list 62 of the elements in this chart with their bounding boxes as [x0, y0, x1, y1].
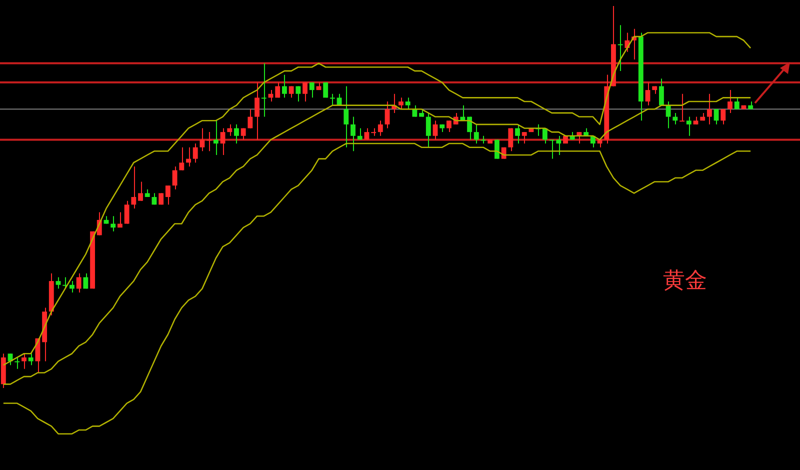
candlestick: [658, 78, 664, 106]
candlestick: [213, 120, 218, 156]
candlestick: [706, 93, 712, 125]
candlestick: [378, 120, 383, 136]
candlestick: [28, 353, 34, 366]
candlestick: [508, 128, 514, 152]
candlestick: [56, 276, 61, 290]
candlestick: [432, 120, 438, 140]
candlestick: [110, 216, 116, 232]
candlestick: [522, 132, 527, 144]
candlestick: [720, 108, 726, 125]
candlestick: [680, 93, 684, 122]
candlestick: [309, 82, 314, 98]
candlestick: [240, 128, 246, 140]
candlestick: [398, 97, 404, 110]
candlestick: [131, 166, 136, 209]
candlestick: [124, 200, 130, 224]
candlestick: [76, 272, 82, 293]
candlestick: [14, 356, 20, 370]
candlestick: [344, 86, 349, 148]
candlestick: [248, 108, 253, 129]
candlestick: [227, 124, 232, 136]
candlestick: [165, 185, 170, 206]
candlestick: [672, 112, 678, 125]
candlestick: [282, 74, 287, 98]
candlestick: [515, 124, 520, 144]
candlestick: [645, 82, 650, 106]
candlestick: [186, 146, 191, 167]
candlestick: [302, 82, 308, 102]
annotation: 黄金: [663, 268, 707, 294]
candlestick: [371, 128, 376, 136]
candlestick: [666, 101, 671, 129]
candlestick: [261, 62, 266, 118]
candlestick: [350, 116, 356, 152]
candlestick: [542, 128, 548, 144]
candlestick: [179, 146, 184, 171]
candlestick: [117, 212, 122, 228]
candlestick: [83, 272, 88, 290]
candlestick: [296, 86, 301, 102]
candlestick: [206, 132, 212, 152]
candlestick: [330, 93, 335, 106]
candlestick: [288, 86, 294, 98]
candlestick: [618, 24, 623, 72]
candlestick: [200, 128, 205, 152]
candlestick: [412, 104, 418, 118]
candlestick: [714, 108, 719, 125]
candlestick: [192, 143, 198, 164]
candlestick: [138, 181, 143, 202]
candlestick: [426, 112, 431, 148]
candlestick: [384, 101, 390, 129]
candlestick: [686, 116, 692, 136]
candlestick: [405, 97, 410, 110]
candlestick: [172, 166, 178, 190]
candlestick: [70, 280, 74, 293]
candlestick: [275, 82, 280, 98]
candlestick: [446, 120, 452, 133]
candlestick: [220, 128, 226, 156]
candlestick: [254, 82, 260, 140]
candlestick: [22, 353, 26, 370]
candlestick: [474, 124, 479, 144]
candlestick: [728, 90, 732, 114]
candlestick: [234, 124, 239, 144]
